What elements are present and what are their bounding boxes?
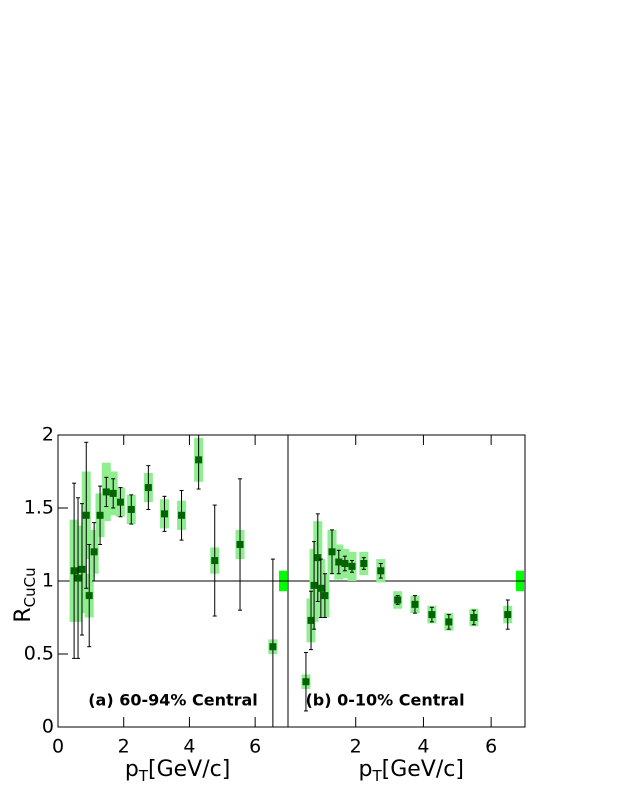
x-axis-label-part: [GeV/c]: [148, 757, 230, 782]
data-point: [178, 511, 186, 519]
x-tick-label: 4: [183, 736, 195, 758]
x-axis-label-part: T: [138, 767, 149, 785]
data-point: [341, 559, 349, 567]
y-axis-label-part: R: [11, 607, 36, 622]
data-point: [82, 511, 90, 519]
data-point: [90, 548, 98, 556]
data-point: [144, 484, 152, 492]
data-point: [445, 618, 453, 626]
y-tick-label: 2: [42, 424, 54, 446]
data-point: [504, 611, 512, 619]
plot-frame: [287, 434, 526, 728]
data-point: [377, 567, 385, 575]
y-axis-label-part: CuCu: [21, 567, 39, 607]
data-point: [335, 558, 343, 566]
panel-label: (b) 0-10% Central: [305, 691, 464, 710]
data-point: [211, 557, 219, 565]
data-point: [74, 574, 82, 582]
x-axis-label-part: p: [125, 757, 139, 782]
x-tick-label: 4: [417, 736, 429, 758]
data-point: [360, 559, 368, 567]
x-axis-label-part: T: [371, 767, 382, 785]
data-point: [96, 511, 104, 519]
data-point: [428, 611, 436, 619]
panel-label: (a) 60-94% Central: [88, 691, 258, 710]
data-point: [348, 562, 356, 570]
data-point: [302, 678, 310, 686]
x-tick-label: 6: [249, 736, 261, 758]
data-point: [109, 489, 117, 497]
data-point: [307, 616, 315, 624]
y-tick-label: 1: [42, 570, 54, 592]
x-axis-label-part: [GeV/c]: [382, 757, 464, 782]
data-point: [321, 592, 329, 600]
y-tick-label: 0: [42, 716, 54, 738]
data-point: [411, 600, 419, 608]
x-tick-label: 2: [118, 736, 130, 758]
data-point: [85, 592, 93, 600]
data-point: [394, 596, 402, 604]
x-axis-label: pT[GeV/c]: [359, 757, 464, 785]
y-tick-label: 0.5: [24, 643, 54, 665]
y-tick-label: 1.5: [24, 497, 54, 519]
data-point: [236, 541, 244, 548]
x-axis-label-part: p: [359, 757, 373, 782]
x-tick-label: 0: [52, 736, 64, 758]
data-point: [70, 567, 78, 575]
data-point: [160, 510, 168, 518]
data-point: [328, 548, 336, 556]
x-axis-label: pT[GeV/c]: [125, 757, 230, 785]
x-tick-label: 6: [485, 736, 497, 758]
x-tick-label: 2: [350, 736, 362, 758]
data-point: [470, 614, 478, 621]
data-point: [195, 456, 203, 464]
data-point: [116, 498, 124, 506]
data-point: [127, 505, 135, 513]
y-axis-label: RCuCu: [11, 567, 39, 622]
data-point: [310, 581, 318, 589]
data-point: [78, 565, 86, 573]
data-point: [102, 488, 110, 496]
data-point: [317, 584, 325, 592]
data-point: [314, 554, 322, 562]
data-point: [269, 643, 277, 651]
